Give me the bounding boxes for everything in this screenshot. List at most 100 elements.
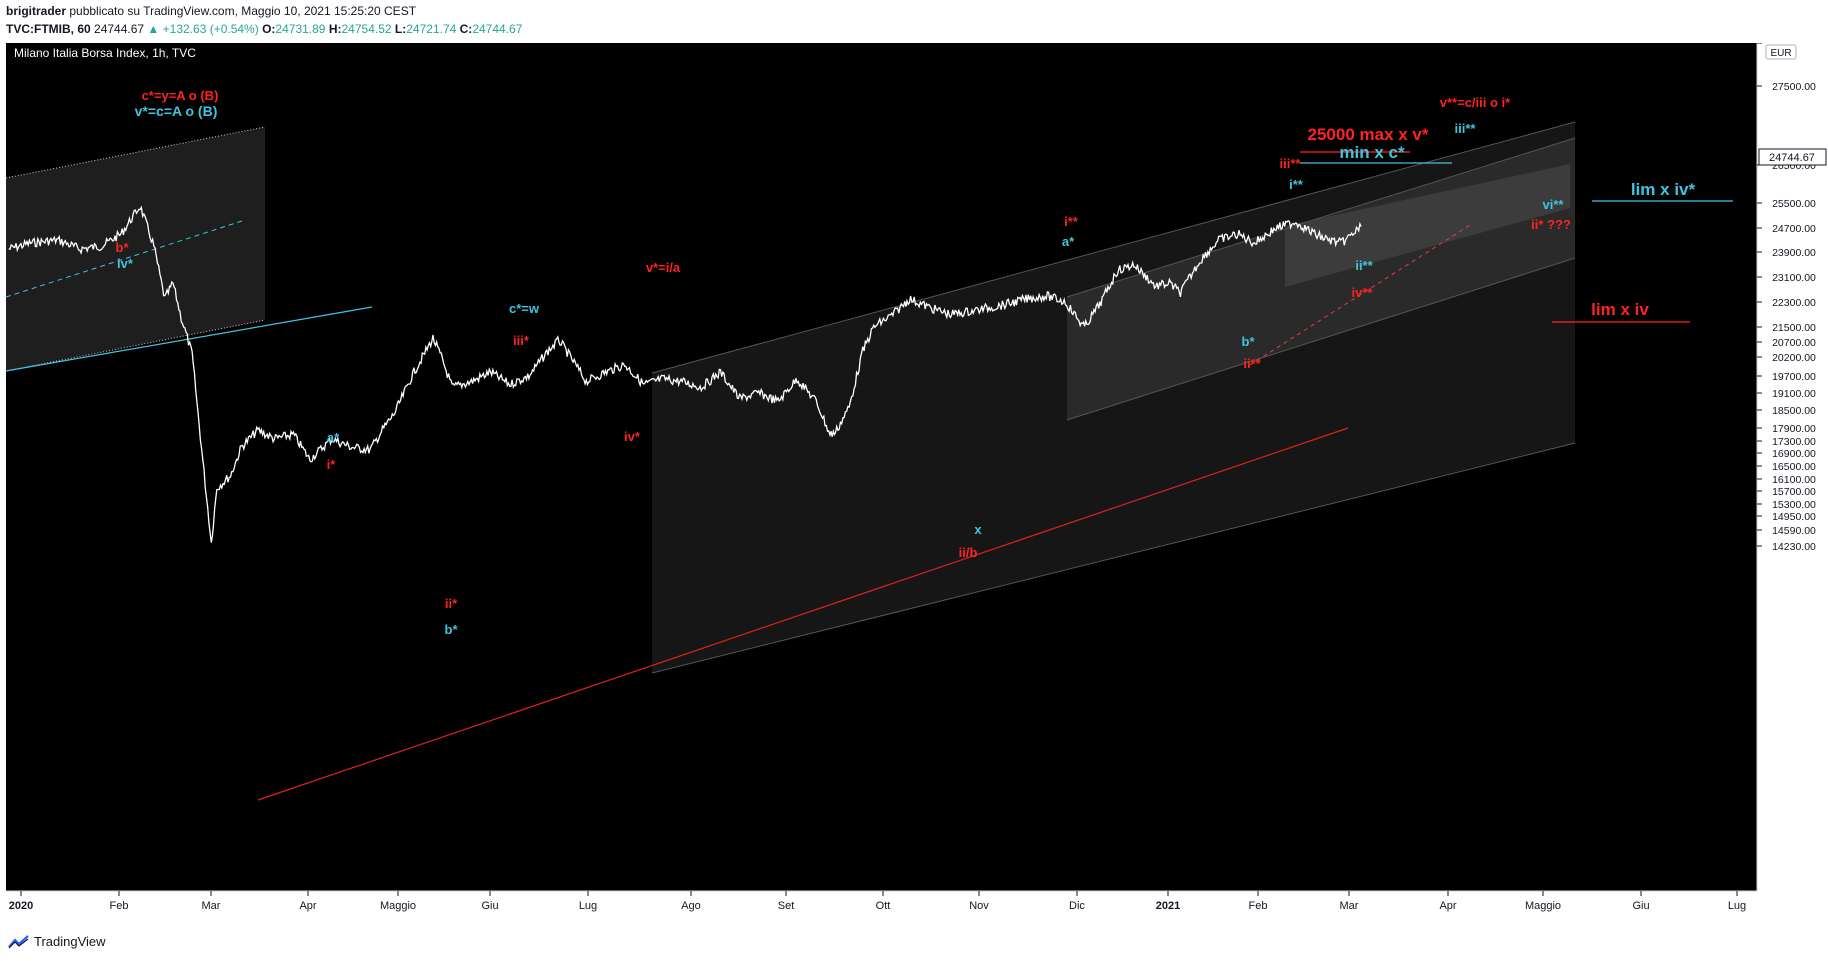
price-tick-label: 18500.00 <box>1772 405 1816 417</box>
time-tick-label: Giu <box>481 900 498 912</box>
price-tick-label: 14230.00 <box>1772 541 1816 553</box>
time-tick-label: Ago <box>681 900 701 912</box>
price-tick-label: 13890.00 <box>1772 43 1816 46</box>
high-value: 24754.52 <box>341 22 392 36</box>
annotation-lim-iv-star: lim x iv* <box>1631 180 1696 199</box>
price-tick-label: 21500.00 <box>1772 322 1816 334</box>
last-price-label: 24744.67 <box>1769 152 1815 164</box>
price-axis[interactable] <box>1757 43 1828 891</box>
time-tick-label: Ott <box>876 900 891 912</box>
price-axis-ticks: 27500.0026500.0025500.0024700.0023900.00… <box>1757 43 1816 553</box>
footer-branding: TradingView <box>8 934 106 949</box>
annotation-ii-2star: ii** <box>1243 356 1261 371</box>
price-tick-label: 16100.00 <box>1772 474 1816 486</box>
price-series-layer <box>8 205 1362 543</box>
publish-info: brigitrader pubblicato su TradingView.co… <box>6 4 416 18</box>
up-arrow-icon: ▲ <box>147 22 160 36</box>
channel-3-top <box>1066 137 1576 298</box>
price-tick-label: 16500.00 <box>1772 461 1816 473</box>
time-tick-label: Apr <box>1439 900 1456 912</box>
channel-box-4 <box>1285 164 1570 287</box>
time-tick-label: 2021 <box>1156 900 1180 912</box>
annotation-lim-iv: lim x iv <box>1591 300 1649 319</box>
red-dashed-line <box>1249 224 1471 366</box>
chart-title: Milano Italia Borsa Index, 1h, TVC <box>14 46 196 60</box>
annotation-v-c: v*=c=A o (B) <box>135 103 218 119</box>
price-line-series[interactable] <box>8 205 1362 543</box>
price-tick-label: 20700.00 <box>1772 337 1816 349</box>
channel-1-bottom <box>5 319 266 372</box>
annotation-ii-b: ii/b <box>959 545 978 560</box>
tradingview-logo-icon[interactable] <box>8 934 30 949</box>
time-tick-label: Apr <box>299 900 316 912</box>
time-tick-label: Dic <box>1069 900 1085 912</box>
symbol-name[interactable]: TVC:FTMIB, 60 <box>6 22 91 36</box>
annotation-i-2star-b: i** <box>1289 177 1304 192</box>
currency-label: EUR <box>1770 48 1791 59</box>
annotation-iii: iii* <box>513 333 530 348</box>
price-tick-label: 16900.00 <box>1772 448 1816 460</box>
red-trendline <box>257 427 1349 801</box>
annotation-a-2: a* <box>1062 234 1075 249</box>
time-axis-ticks: 2020 Feb Mar Apr Maggio Giu Lug Ago Set Ott Nov Dic… <box>9 891 1746 912</box>
open-label: O: <box>262 22 276 36</box>
channel-2-bottom <box>651 442 1576 674</box>
open-value: 24731.89 <box>275 22 326 36</box>
annotation-x: x <box>974 522 982 537</box>
time-tick-label: Feb <box>1249 900 1268 912</box>
low-label: L: <box>394 22 407 36</box>
currency-badge[interactable] <box>1765 44 1797 60</box>
price-tick-label: 15700.00 <box>1772 486 1816 498</box>
symbol-legend: TVC:FTMIB, 60 24744.67 ▲ +132.63 (+0.54%… <box>6 22 522 36</box>
price-tick-label: 24700.00 <box>1772 223 1816 235</box>
publish-date: pubblicato su TradingView.com, Maggio 10… <box>69 4 417 18</box>
time-tick-label: Mar <box>1340 900 1359 912</box>
time-tick-label: Maggio <box>1525 900 1561 912</box>
last-price: 24744.67 <box>94 22 145 36</box>
annotation-min-c: min x c* <box>1339 143 1405 162</box>
price-tick-label: 14590.00 <box>1772 525 1816 537</box>
price-tick-label: 25500.00 <box>1772 198 1816 210</box>
price-axis-labels: EUR 24744.67 <box>1758 44 1827 166</box>
channel-3-bottom <box>1066 257 1576 421</box>
footer-brand-name[interactable]: TradingView <box>34 934 106 949</box>
annotation-iii-2star-c: iii** <box>1455 121 1477 136</box>
price-tick-label: 20200.00 <box>1772 352 1816 364</box>
price-chart[interactable]: Milano Italia Borsa Index, 1h, TVC 27500… <box>0 43 1828 930</box>
annotation-b-2: b* <box>445 622 459 637</box>
low-value: 24721.74 <box>406 22 457 36</box>
time-tick-label: Maggio <box>380 900 416 912</box>
price-change: +132.63 (+0.54%) <box>162 22 259 36</box>
annotation-c-w: c*=w <box>509 301 540 316</box>
cyan-support-line <box>5 306 373 372</box>
annotation-iv-2: iv* <box>624 429 641 444</box>
price-tick-label: 22300.00 <box>1772 297 1816 309</box>
annotation-b-3: b* <box>1242 334 1256 349</box>
time-tick-label: Giu <box>1632 900 1649 912</box>
channel-1-top <box>5 126 266 179</box>
price-tick-label: 23100.00 <box>1772 272 1816 284</box>
high-label: H: <box>328 22 342 36</box>
price-tick-label: 17300.00 <box>1772 436 1816 448</box>
annotation-ii: ii* <box>445 596 458 611</box>
annotation-25000-max: 25000 max x v* <box>1308 125 1429 144</box>
annotation-iii-2star: iii** <box>1280 156 1302 171</box>
annotation-v-i-a: v*=i/a <box>646 260 681 275</box>
annotation-iv: iv* <box>117 256 134 271</box>
annotation-b: b* <box>116 240 130 255</box>
price-tick-label: 19100.00 <box>1772 388 1816 400</box>
price-tick-label: 27500.00 <box>1772 81 1816 93</box>
annotation-ii-question: ii* ??? <box>1531 217 1571 232</box>
annotation-vi-2star: vi** <box>1543 197 1565 212</box>
price-tick-label: 15300.00 <box>1772 499 1816 511</box>
time-tick-label: Lug <box>579 900 597 912</box>
price-tick-label: 17900.00 <box>1772 423 1816 435</box>
author-name[interactable]: brigitrader <box>6 4 67 18</box>
time-tick-label: Mar <box>202 900 221 912</box>
wave-annotations: c*=y=A o (B) v*=c=A o (B) b* iv* a* i* i… <box>116 88 1696 637</box>
time-tick-label: Set <box>778 900 795 912</box>
annotation-c-y: c*=y=A o (B) <box>142 88 219 103</box>
price-tick-label: 19700.00 <box>1772 371 1816 383</box>
annotation-v-2star: v**=c/iii o i* <box>1440 95 1511 110</box>
channel-box-1 <box>6 127 265 371</box>
